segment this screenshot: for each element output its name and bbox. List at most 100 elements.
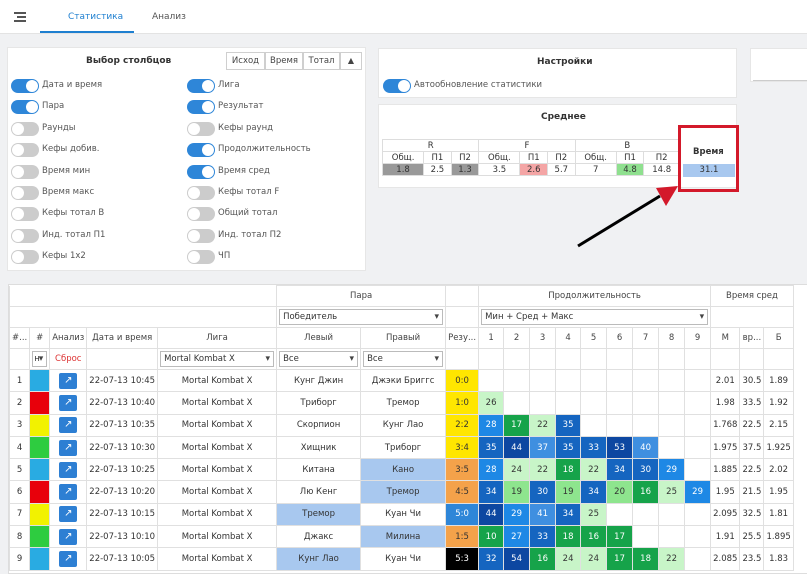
table-row[interactable]: 5 ↗ 22-07-13 10:25 Mortal Kombat X Китана Кан… <box>9 458 794 482</box>
right-filter-select[interactable]: Все <box>363 351 444 367</box>
toggle-switch[interactable] <box>187 228 215 243</box>
table-row[interactable]: 6 ↗ 22-07-13 10:20 Mortal Kombat X Лю Кенг Тр… <box>9 480 794 504</box>
duration-cell: 37 <box>529 435 557 460</box>
toggle-switch[interactable] <box>11 250 39 265</box>
chart-icon[interactable]: ↗ <box>59 439 78 456</box>
table-row[interactable]: 9 ↗ 22-07-13 10:05 Mortal Kombat X Кунг Лао К… <box>9 547 794 571</box>
column-header[interactable]: 9 <box>684 327 712 349</box>
row-number: 1 <box>9 368 31 393</box>
active-tab-indicator <box>40 31 134 33</box>
duration-select[interactable]: Мин + Сред + Макс <box>481 309 709 325</box>
chart-icon[interactable]: ↗ <box>59 528 78 545</box>
toggle-switch[interactable] <box>187 143 215 158</box>
column-header[interactable]: 2 <box>503 327 531 349</box>
table-row[interactable]: 4 ↗ 22-07-13 10:30 Mortal Kombat X Хищник Три… <box>9 435 794 460</box>
toggle-switch[interactable] <box>11 121 39 136</box>
column-header[interactable]: #... <box>9 327 31 349</box>
chart-icon[interactable]: ↗ <box>59 506 78 523</box>
toggle-switch[interactable] <box>187 164 215 179</box>
toggle-label: Инд. тотал П1 <box>42 229 106 240</box>
column-header[interactable]: 1 <box>478 327 505 349</box>
column-header[interactable]: вр... <box>739 327 765 349</box>
column-header[interactable]: Левый <box>276 327 362 349</box>
toggle-switch[interactable] <box>11 228 39 243</box>
toggle-switch[interactable] <box>187 121 215 136</box>
table-row[interactable]: 2 ↗ 22-07-13 10:40 Mortal Kombat X Триборг Тр… <box>9 391 794 415</box>
result-cell: 1:5 <box>445 525 480 549</box>
chart-icon[interactable]: ↗ <box>59 461 78 478</box>
tab-analysis[interactable]: Анализ <box>152 12 186 22</box>
column-header[interactable]: M <box>710 327 741 349</box>
results-table-panel: Пара Продолжительность Время сред Победи… <box>8 284 807 574</box>
toggle-switch[interactable] <box>11 100 39 115</box>
avg-m-cell: 2.095 <box>710 502 741 527</box>
avg-b-cell: 2.02 <box>763 458 794 482</box>
toggle-switch[interactable] <box>11 164 39 179</box>
duration-cell <box>580 391 608 415</box>
segment-time[interactable]: Время <box>265 52 303 70</box>
duration-cell: 34 <box>606 458 634 482</box>
toggle-switch[interactable] <box>11 143 39 158</box>
avg-time-cell: 32.5 <box>739 502 765 527</box>
left-fighter-cell: Китана <box>276 458 362 482</box>
chart-icon[interactable]: ↗ <box>59 372 78 389</box>
toggle-switch[interactable] <box>11 186 39 200</box>
column-header[interactable]: Анализ <box>49 327 88 349</box>
segment-outcome[interactable]: Исход <box>226 52 265 70</box>
color-marker <box>29 458 51 482</box>
color-filter-select[interactable]: н <box>32 351 48 367</box>
toggle-switch[interactable] <box>187 100 215 115</box>
row-number: 7 <box>9 502 31 527</box>
highlight-box <box>678 125 739 192</box>
row-number: 9 <box>9 547 31 571</box>
toggle-switch[interactable] <box>11 207 39 222</box>
table-row[interactable]: 1 ↗ 22-07-13 10:45 Mortal Kombat X Кунг Джин… <box>9 368 794 393</box>
column-header[interactable]: Резу... <box>445 327 480 349</box>
chart-icon[interactable]: ↗ <box>59 551 78 568</box>
column-header[interactable]: 5 <box>580 327 608 349</box>
duration-cell <box>478 368 505 393</box>
duration-cell: 18 <box>555 525 582 549</box>
column-header[interactable]: Дата и время <box>86 327 159 349</box>
duration-cell: 18 <box>632 547 660 571</box>
settings-title: Настройки <box>537 57 593 67</box>
chart-icon[interactable]: ↗ <box>59 484 78 501</box>
tab-statistics[interactable]: Статистика <box>68 12 124 22</box>
column-header[interactable]: Б <box>763 327 794 349</box>
menu-collapse-icon[interactable] <box>14 12 26 22</box>
avg-b-cell: 1.81 <box>763 502 794 527</box>
avg-b-cell: 1.92 <box>763 391 794 415</box>
toggle-switch[interactable] <box>11 79 39 93</box>
duration-cell <box>658 525 686 549</box>
reset-filter-button[interactable]: Сброс <box>55 354 82 364</box>
collapse-up-icon[interactable]: ▲ <box>340 52 362 70</box>
table-row[interactable]: 3 ↗ 22-07-13 10:35 Mortal Kombat X Скорпион К… <box>9 413 794 437</box>
left-filter-select[interactable]: Все <box>279 351 359 367</box>
toggle-switch[interactable] <box>187 79 215 93</box>
toggle-switch[interactable] <box>187 186 215 200</box>
toggle-switch[interactable] <box>187 250 215 265</box>
column-header[interactable]: 8 <box>658 327 686 349</box>
duration-cell: 29 <box>503 502 531 527</box>
duration-cell <box>658 368 686 393</box>
league-filter-select[interactable]: Mortal Kombat X <box>160 351 275 367</box>
left-fighter-cell: Джакс <box>276 525 362 549</box>
column-header[interactable]: # <box>29 327 51 349</box>
table-row[interactable]: 8 ↗ 22-07-13 10:10 Mortal Kombat X Джакс Мили… <box>9 525 794 549</box>
column-header[interactable]: 3 <box>529 327 557 349</box>
column-header[interactable]: Лига <box>157 327 278 349</box>
chart-icon[interactable]: ↗ <box>59 394 78 411</box>
duration-cell <box>606 413 634 437</box>
column-header[interactable]: Правый <box>360 327 447 349</box>
column-header[interactable]: 4 <box>555 327 582 349</box>
chart-icon[interactable]: ↗ <box>59 417 78 434</box>
duration-cell <box>580 368 608 393</box>
toggle-switch[interactable] <box>187 207 215 222</box>
pair-winner-select[interactable]: Победитель <box>279 309 444 325</box>
column-header[interactable]: 6 <box>606 327 634 349</box>
sub-header: П2 <box>643 151 680 164</box>
segment-total[interactable]: Тотал <box>303 52 340 70</box>
left-fighter-cell: Кунг Лао <box>276 547 362 571</box>
column-header[interactable]: 7 <box>632 327 660 349</box>
table-row[interactable]: 7 ↗ 22-07-13 10:15 Mortal Kombat X Тремор Куа… <box>9 502 794 527</box>
